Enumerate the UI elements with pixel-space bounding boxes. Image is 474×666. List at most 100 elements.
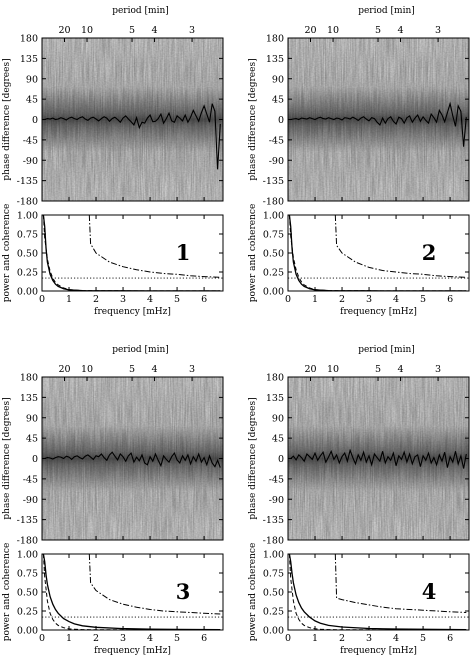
phase-ylabel: phase difference [degrees]	[248, 397, 258, 519]
phase-ytick-label: -90	[269, 495, 284, 506]
power-ytick-label: 0.75	[263, 569, 284, 580]
phase-ylabel: phase difference [degrees]	[248, 58, 258, 180]
phase-ytick-label: -135	[263, 515, 284, 526]
power-ytick-label: 0.50	[17, 588, 38, 599]
power-xtick-label: 0	[39, 633, 45, 644]
phase-ytick-label: 90	[26, 74, 38, 85]
frequency-xlabel: frequency [mHz]	[340, 307, 417, 317]
power-ytick-label: 0.00	[17, 626, 38, 637]
coherence-line	[88, 553, 221, 615]
phase-ytick-label: 45	[26, 434, 38, 445]
power-ytick-label: 0.25	[17, 607, 38, 618]
phase-ytick-label: 135	[20, 54, 38, 65]
period-tick-label: 3	[435, 364, 441, 375]
coherence-line	[334, 553, 467, 613]
phase-ytick-label: 180	[20, 373, 38, 384]
phase-heatmap	[288, 377, 469, 540]
mean-phase-line	[290, 448, 467, 469]
power-ytick-label: 0.50	[263, 249, 284, 260]
panel-number: 3	[176, 579, 191, 604]
phase-ytick-label: -45	[269, 474, 284, 485]
power-ytick-label: 1.00	[17, 550, 38, 561]
period-tick-label: 4	[152, 25, 158, 36]
phase-ytick-label: -180	[263, 536, 284, 547]
phase-ytick-label: 0	[32, 454, 38, 465]
power-ylabel: power and coherence	[2, 204, 12, 303]
heatmap-zero-band	[288, 38, 469, 201]
period-axis-label: period [min]	[358, 6, 415, 16]
phase-ytick-label: -180	[17, 197, 38, 208]
power-xtick-label: 0	[39, 294, 45, 305]
period-tick-label: 3	[189, 25, 195, 36]
power-bg	[42, 215, 223, 291]
power-curve-solid	[288, 553, 467, 631]
phase-ytick-label: -45	[23, 474, 38, 485]
phase-ytick-label: 45	[272, 434, 284, 445]
power-curve-dashed	[288, 553, 467, 631]
phase-ytick-label: -45	[269, 135, 284, 146]
phase-ytick-label: -90	[269, 156, 284, 167]
phase-ytick-label: 90	[26, 413, 38, 424]
phase-ytick-label: -45	[23, 135, 38, 146]
phase-ytick-label: 45	[272, 95, 284, 106]
period-tick-label: 4	[152, 364, 158, 375]
power-xtick-label: 2	[339, 633, 345, 644]
power-xtick-label: 4	[147, 294, 153, 305]
period-tick-label: 5	[375, 364, 381, 375]
phase-ytick-label: 180	[266, 34, 284, 45]
power-ytick-label: 0.00	[263, 287, 284, 298]
power-xtick-label: 6	[201, 633, 207, 644]
period-tick-label: 4	[398, 25, 404, 36]
phase-ytick-label: 90	[272, 74, 284, 85]
power-ytick-label: 0.00	[263, 626, 284, 637]
power-xtick-label: 5	[174, 633, 180, 644]
power-ytick-label: 1.00	[263, 550, 284, 561]
phase-ytick-label: -90	[23, 156, 38, 167]
power-bg	[288, 215, 469, 291]
power-xtick-label: 4	[393, 294, 399, 305]
phase-ytick-label: -135	[17, 176, 38, 187]
phase-ytick-label: 90	[272, 413, 284, 424]
phase-ytick-label: 135	[266, 54, 284, 65]
panel-number: 4	[422, 579, 437, 604]
phase-ytick-label: 180	[266, 373, 284, 384]
power-ylabel: power and coherence	[248, 204, 258, 303]
phase-ytick-label: 0	[278, 454, 284, 465]
phase-ytick-label: -135	[263, 176, 284, 187]
phase-ytick-label: 135	[266, 393, 284, 404]
coherence-line	[88, 214, 221, 278]
period-tick-label: 10	[327, 364, 339, 375]
coherence-line	[334, 214, 467, 278]
phase-heatmap	[288, 38, 469, 201]
phase-ytick-label: -135	[17, 515, 38, 526]
frequency-xlabel: frequency [mHz]	[94, 307, 171, 317]
phase-ytick-label: 0	[278, 115, 284, 126]
panel-number: 2	[422, 240, 437, 265]
power-ytick-label: 0.25	[17, 268, 38, 279]
power-xtick-label: 1	[312, 633, 318, 644]
power-xtick-label: 6	[201, 294, 207, 305]
phase-ytick-label: 135	[20, 393, 38, 404]
power-xtick-label: 1	[66, 633, 72, 644]
power-ytick-label: 1.00	[263, 211, 284, 222]
power-xtick-label: 2	[339, 294, 345, 305]
period-tick-label: 4	[398, 364, 404, 375]
power-xtick-label: 3	[366, 633, 372, 644]
phase-ylabel: phase difference [degrees]	[2, 58, 12, 180]
period-axis-label: period [min]	[112, 345, 169, 355]
phase-ytick-label: 0	[32, 115, 38, 126]
power-ytick-label: 0.75	[17, 569, 38, 580]
panel-number: 1	[176, 240, 191, 265]
period-tick-label: 5	[129, 364, 135, 375]
phase-ylabel: phase difference [degrees]	[2, 397, 12, 519]
power-curve-solid	[42, 553, 221, 631]
period-tick-label: 20	[304, 364, 316, 375]
period-tick-label: 10	[327, 25, 339, 36]
power-ytick-label: 0.25	[263, 268, 284, 279]
mean-phase-line	[44, 451, 221, 468]
period-tick-label: 5	[129, 25, 135, 36]
phase-ytick-label: -180	[17, 536, 38, 547]
